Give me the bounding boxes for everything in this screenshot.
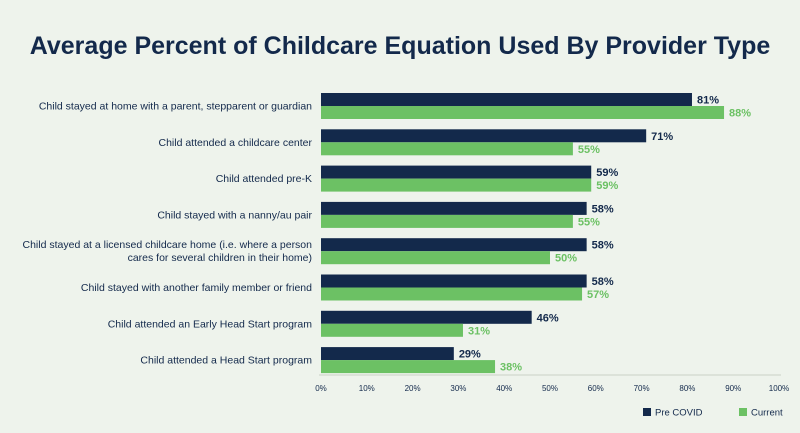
data-label: 81% (697, 95, 719, 107)
data-label: 29% (459, 349, 481, 361)
x-tick-label: 70% (634, 384, 650, 393)
data-label: 50% (555, 253, 577, 265)
bar-current (321, 360, 496, 374)
category-label: Child stayed with a nanny/au pair (157, 209, 312, 221)
data-label: 31% (468, 325, 490, 337)
x-axis-ticks: 0% 10% 20% 30% 40% 50% 60% 70% 80% 90% 100% (315, 384, 789, 393)
data-label: 59% (596, 180, 618, 192)
category-label: Child attended a Head Start program (140, 355, 312, 367)
bar-current (321, 214, 573, 228)
data-label: 71% (651, 131, 673, 143)
chart-title: Average Percent of Childcare Equation Us… (30, 32, 771, 60)
bar-pre-covid (321, 347, 454, 361)
x-tick-label: 0% (315, 384, 327, 393)
bar-current (321, 142, 573, 156)
category-label: Child attended a childcare center (158, 137, 312, 149)
legend-swatch (643, 408, 651, 416)
bar-pre-covid (321, 310, 532, 324)
data-label: 88% (729, 108, 751, 120)
bar-current (321, 178, 592, 192)
bar-pre-covid (321, 274, 587, 288)
bar-current (321, 106, 725, 119)
data-label: 58% (592, 203, 614, 215)
data-label: 58% (592, 276, 614, 288)
bar-current (321, 251, 550, 265)
category-label: Child attended pre-K (216, 173, 312, 185)
x-tick-label: 20% (405, 384, 421, 393)
bar-pre-covid (321, 201, 587, 215)
x-tick-label: 10% (359, 384, 375, 393)
bar-pre-covid (321, 93, 692, 106)
legend: Pre COVID Current (643, 408, 783, 419)
category-label: cares for several children in their home… (128, 252, 312, 264)
legend-label: Current (751, 408, 783, 419)
bar-pre-covid (321, 238, 587, 252)
data-label: 46% (537, 312, 559, 324)
data-label: 57% (587, 289, 609, 301)
category-label: Child stayed at a licensed childcare hom… (23, 239, 313, 251)
plot-area: Child stayed at home with a parent, step… (23, 93, 751, 374)
category-label: Child stayed with another family member … (81, 282, 312, 294)
bar-current (321, 287, 583, 301)
x-tick-label: 40% (496, 384, 512, 393)
data-label: 55% (578, 144, 600, 156)
x-tick-label: 100% (769, 384, 789, 393)
category-label: Child stayed at home with a parent, step… (39, 101, 312, 113)
x-tick-label: 60% (588, 384, 604, 393)
bar-pre-covid (321, 129, 647, 143)
data-label: 58% (592, 240, 614, 252)
x-tick-label: 90% (725, 384, 741, 393)
category-label: Child attended an Early Head Start progr… (108, 318, 313, 330)
bar-pre-covid (321, 165, 592, 179)
data-label: 55% (578, 216, 600, 228)
x-tick-label: 50% (542, 384, 558, 393)
legend-swatch (739, 408, 747, 416)
legend-label: Pre COVID (655, 408, 703, 419)
data-label: 38% (500, 362, 522, 374)
data-label: 59% (596, 167, 618, 179)
bar-current (321, 323, 463, 337)
x-tick-label: 30% (450, 384, 466, 393)
x-tick-label: 80% (679, 384, 695, 393)
